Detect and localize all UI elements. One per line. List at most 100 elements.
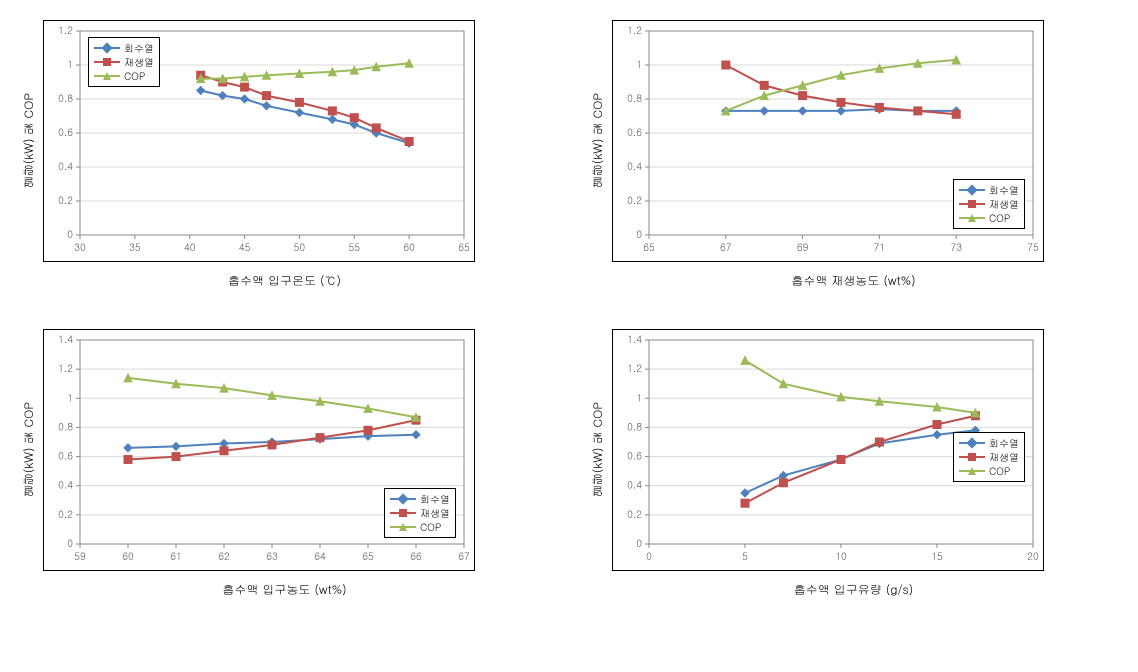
legend-item: 회수열	[959, 436, 1019, 450]
svg-text:1: 1	[636, 390, 642, 404]
legend-label: 회수열	[989, 183, 1019, 197]
svg-text:69: 69	[797, 240, 809, 254]
svg-text:0.2: 0.2	[627, 507, 642, 521]
ylabel: 열량(kW) 및 COP	[589, 402, 606, 497]
panel-bottom-right: 열량(kW) 및 COP 00.20.40.60.811.21.40510152…	[589, 329, 1118, 598]
legend-item: 회수열	[390, 492, 450, 506]
svg-text:0.6: 0.6	[627, 449, 642, 463]
chart-inlet-flowrate: 00.20.40.60.811.21.405101520회수열재생열COP	[612, 329, 1044, 571]
legend-label: COP	[989, 464, 1010, 478]
svg-text:0.2: 0.2	[58, 193, 73, 207]
svg-text:0: 0	[646, 549, 652, 563]
svg-text:0: 0	[67, 227, 73, 241]
chart-inlet-temp: 00.20.40.60.811.23035404550556065회수열재생열C…	[43, 20, 475, 262]
panel-top-left: 열량(kW) 및 COP 00.20.40.60.811.23035404550…	[20, 20, 549, 289]
legend-item: 재생열	[959, 450, 1019, 464]
svg-text:64: 64	[314, 549, 326, 563]
svg-text:0.4: 0.4	[58, 159, 73, 173]
svg-text:0: 0	[636, 536, 642, 550]
xlabel: 흡수액 입구온도 (℃)	[20, 272, 549, 289]
svg-text:10: 10	[835, 549, 847, 563]
svg-text:1.2: 1.2	[58, 361, 73, 375]
svg-text:62: 62	[218, 549, 230, 563]
svg-text:67: 67	[458, 549, 470, 563]
ylabel: 열량(kW) 및 COP	[589, 93, 606, 188]
svg-text:0.8: 0.8	[58, 419, 73, 433]
svg-text:0.2: 0.2	[627, 193, 642, 207]
svg-text:20: 20	[1027, 549, 1039, 563]
legend-item: COP	[959, 211, 1019, 225]
legend-item: COP	[94, 69, 154, 83]
legend: 회수열재생열COP	[88, 37, 160, 87]
legend: 회수열재생열COP	[384, 488, 456, 538]
xlabel: 흡수액 입구유량 (g/s)	[589, 581, 1118, 598]
legend-item: 재생열	[94, 55, 154, 69]
legend-label: 재생열	[989, 450, 1019, 464]
svg-text:63: 63	[266, 549, 278, 563]
svg-text:50: 50	[294, 240, 306, 254]
legend-item: COP	[959, 464, 1019, 478]
svg-text:0.4: 0.4	[627, 159, 642, 173]
xlabel: 흡수액 재생농도 (wt%)	[589, 272, 1118, 289]
svg-text:60: 60	[403, 240, 415, 254]
legend-label: 재생열	[124, 55, 154, 69]
xlabel: 흡수액 입구농도 (wt%)	[20, 581, 549, 598]
legend-item: 재생열	[390, 506, 450, 520]
svg-text:0.6: 0.6	[627, 125, 642, 139]
panel-top-right: 열량(kW) 및 COP 0 0.2 0.4 0.6 0.8 1 1.2 65 67 69 71 73…	[589, 20, 1118, 289]
legend-label: COP	[420, 520, 441, 534]
svg-text:0.6: 0.6	[58, 125, 73, 139]
svg-text:59: 59	[74, 549, 86, 563]
legend-label: 재생열	[420, 506, 450, 520]
svg-text:0: 0	[67, 536, 73, 550]
legend-label: COP	[989, 211, 1010, 225]
chart-regen-concentration: 00.20.40.60.811.2656769717375회수열재생열COP	[612, 20, 1044, 262]
legend-label: 재생열	[989, 197, 1019, 211]
svg-text:1: 1	[67, 390, 73, 404]
svg-text:65: 65	[362, 549, 374, 563]
svg-text:71: 71	[874, 240, 885, 254]
legend-label: 회수열	[124, 41, 154, 55]
svg-text:73: 73	[950, 240, 962, 254]
svg-text:67: 67	[720, 240, 732, 254]
svg-text:1: 1	[636, 57, 642, 71]
svg-text:60: 60	[122, 549, 134, 563]
legend-label: 회수열	[989, 436, 1019, 450]
legend-item: 회수열	[94, 41, 154, 55]
ylabel: 열량(kW) 및 COP	[20, 402, 37, 497]
svg-text:75: 75	[1027, 240, 1039, 254]
svg-text:1.2: 1.2	[627, 361, 642, 375]
chart-inlet-concentration: 00.20.40.60.811.21.4596061626364656667회수…	[43, 329, 475, 571]
svg-text:40: 40	[184, 240, 196, 254]
svg-text:0: 0	[636, 227, 642, 241]
ylabel: 열량(kW) 및 COP	[20, 93, 37, 188]
legend-item: 재생열	[959, 197, 1019, 211]
svg-text:1.2: 1.2	[627, 23, 642, 37]
svg-text:61: 61	[170, 549, 181, 563]
svg-text:30: 30	[74, 240, 86, 254]
chart-grid: 열량(kW) 및 COP 00.20.40.60.811.23035404550…	[20, 20, 1118, 598]
svg-text:1.4: 1.4	[627, 332, 642, 346]
legend-label: COP	[124, 69, 145, 83]
svg-text:65: 65	[458, 240, 470, 254]
svg-text:1.4: 1.4	[58, 332, 73, 346]
svg-text:55: 55	[349, 240, 361, 254]
legend-item: COP	[390, 520, 450, 534]
svg-text:0.2: 0.2	[58, 507, 73, 521]
svg-text:66: 66	[410, 549, 422, 563]
svg-text:65: 65	[643, 240, 655, 254]
svg-text:0.6: 0.6	[58, 449, 73, 463]
svg-text:0.8: 0.8	[627, 91, 642, 105]
legend: 회수열재생열COP	[953, 179, 1025, 229]
svg-text:0.8: 0.8	[627, 419, 642, 433]
legend-label: 회수열	[420, 492, 450, 506]
svg-text:35: 35	[129, 240, 141, 254]
legend: 회수열재생열COP	[953, 432, 1025, 482]
panel-bottom-left: 열량(kW) 및 COP 00.20.40.60.811.21.45960616…	[20, 329, 549, 598]
svg-text:45: 45	[239, 240, 251, 254]
svg-text:0.4: 0.4	[627, 478, 642, 492]
svg-text:1: 1	[67, 57, 73, 71]
svg-text:5: 5	[742, 549, 748, 563]
svg-text:0.8: 0.8	[58, 91, 73, 105]
legend-item: 회수열	[959, 183, 1019, 197]
